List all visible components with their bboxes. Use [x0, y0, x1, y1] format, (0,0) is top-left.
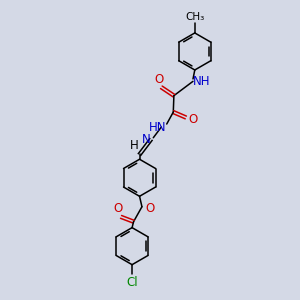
Text: O: O	[113, 202, 123, 214]
Text: O: O	[154, 73, 164, 85]
Text: Cl: Cl	[126, 276, 138, 289]
Text: CH₃: CH₃	[185, 12, 204, 22]
Text: N: N	[142, 133, 151, 146]
Text: HN: HN	[149, 121, 167, 134]
Text: NH: NH	[193, 75, 211, 88]
Text: O: O	[145, 202, 154, 215]
Text: H: H	[130, 139, 139, 152]
Text: O: O	[189, 113, 198, 126]
